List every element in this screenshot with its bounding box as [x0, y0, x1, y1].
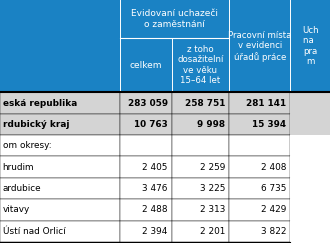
Bar: [290, 178, 330, 199]
Text: ardubice: ardubice: [3, 184, 41, 193]
Text: rdubický kraj: rdubický kraj: [3, 120, 69, 129]
Text: om okresy:: om okresy:: [3, 141, 51, 150]
Bar: [229, 156, 290, 178]
Text: Ústí nad Orlicí: Ústí nad Orlicí: [3, 227, 65, 236]
Text: hrudim: hrudim: [3, 163, 34, 172]
Text: 2 405: 2 405: [142, 163, 168, 172]
Bar: [0, 242, 330, 243]
Bar: [290, 0, 330, 92]
Text: Evidovaní uchazeči
o zaměstnání: Evidovaní uchazeči o zaměstnání: [131, 9, 218, 28]
Bar: [229, 114, 290, 135]
Text: 2 408: 2 408: [261, 163, 286, 172]
Bar: [172, 178, 229, 199]
Text: Pracovní místa
v evidenci
úřadů práce: Pracovní místa v evidenci úřadů práce: [228, 31, 292, 61]
Text: Uch
na 
pra
m: Uch na pra m: [302, 26, 318, 66]
Bar: [0, 114, 120, 135]
Text: 283 059: 283 059: [127, 98, 168, 108]
Bar: [172, 114, 229, 135]
Bar: [0, 178, 120, 199]
Bar: [290, 199, 330, 221]
Bar: [229, 135, 290, 156]
Bar: [120, 114, 172, 135]
Text: 2 201: 2 201: [200, 227, 225, 236]
Text: 2 488: 2 488: [142, 205, 168, 215]
Bar: [290, 92, 330, 114]
Bar: [0, 221, 120, 242]
Bar: [229, 178, 290, 199]
Bar: [0, 135, 120, 156]
Bar: [120, 135, 172, 156]
Bar: [229, 0, 290, 92]
Bar: [290, 135, 330, 156]
Bar: [172, 199, 229, 221]
Bar: [172, 156, 229, 178]
Text: z toho
dosažitelní
ve věku
15–64 let: z toho dosažitelní ve věku 15–64 let: [177, 45, 224, 85]
Bar: [0, 92, 120, 114]
Bar: [120, 178, 172, 199]
Bar: [290, 114, 330, 135]
Bar: [229, 92, 290, 114]
Text: 9 998: 9 998: [197, 120, 225, 129]
Bar: [172, 92, 229, 114]
Bar: [0, 156, 120, 178]
Text: 281 141: 281 141: [246, 98, 286, 108]
Text: 2 429: 2 429: [261, 205, 286, 215]
Bar: [290, 221, 330, 242]
Text: 3 225: 3 225: [200, 184, 225, 193]
Bar: [229, 199, 290, 221]
Text: 2 394: 2 394: [142, 227, 168, 236]
Bar: [172, 38, 229, 92]
Text: 258 751: 258 751: [185, 98, 225, 108]
Text: 6 735: 6 735: [261, 184, 286, 193]
Text: 3 822: 3 822: [261, 227, 286, 236]
Bar: [229, 221, 290, 242]
Bar: [172, 221, 229, 242]
Bar: [0, 0, 120, 92]
Bar: [120, 92, 172, 114]
Text: eská republika: eská republika: [3, 98, 77, 108]
Text: 10 763: 10 763: [134, 120, 168, 129]
Text: 15 394: 15 394: [252, 120, 286, 129]
Bar: [120, 156, 172, 178]
Text: 3 476: 3 476: [142, 184, 168, 193]
Bar: [0, 199, 120, 221]
Text: celkem: celkem: [130, 61, 162, 69]
Text: vitavy: vitavy: [3, 205, 30, 215]
Bar: [120, 221, 172, 242]
Bar: [120, 199, 172, 221]
Text: 2 259: 2 259: [200, 163, 225, 172]
Bar: [172, 135, 229, 156]
Bar: [290, 156, 330, 178]
Bar: [120, 38, 172, 92]
Text: 2 313: 2 313: [200, 205, 225, 215]
Bar: [120, 0, 229, 38]
